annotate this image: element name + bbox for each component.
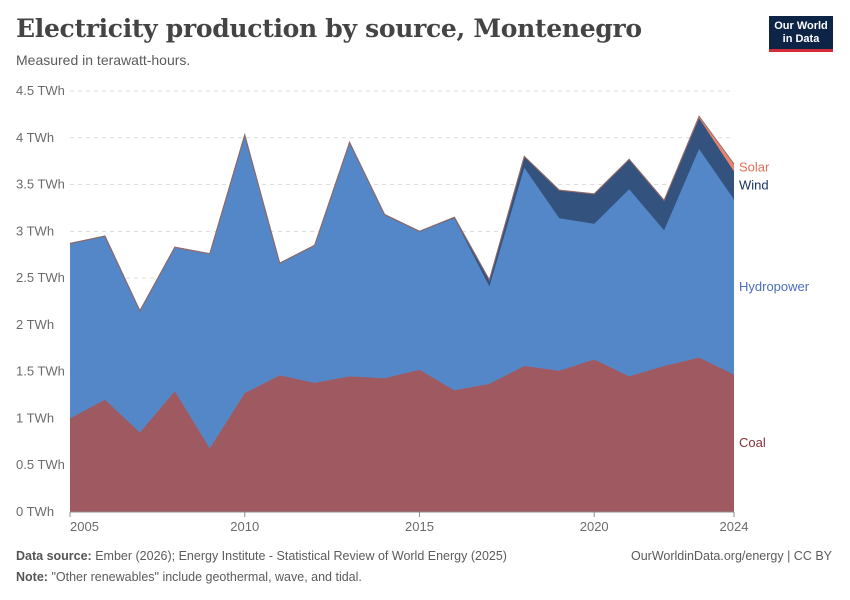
note-text: "Other renewables" include geothermal, w… — [51, 570, 362, 584]
owid-logo[interactable]: Our World in Data — [769, 16, 833, 52]
data-source: Data source: Ember (2026); Energy Instit… — [16, 549, 507, 563]
logo-line-1: Our World — [774, 20, 828, 32]
total-outline — [69, 115, 735, 312]
y-tick-label: 1 TWh — [16, 410, 54, 425]
y-tick-label: 1.5 TWh — [16, 364, 65, 379]
area-coal — [70, 357, 734, 512]
y-tick-label: 2.5 TWh — [16, 270, 65, 285]
data-source-label: Data source: — [16, 549, 92, 563]
x-tick-label: 2005 — [70, 519, 99, 534]
logo-line-2: in Data — [782, 33, 820, 45]
y-tick-label: 3 TWh — [16, 223, 54, 238]
series-label-hydropower: Hydropower — [739, 279, 810, 294]
y-tick-label: 0.5 TWh — [16, 457, 65, 472]
y-tick-label: 2 TWh — [16, 317, 54, 332]
credit-link[interactable]: OurWorldinData.org/energy | CC BY — [630, 549, 832, 563]
x-tick-label: 2010 — [230, 519, 259, 534]
y-tick-label: 3.5 TWh — [16, 177, 65, 192]
series-label-solar: Solar — [739, 160, 770, 175]
chart-note: Note: "Other renewables" include geother… — [16, 570, 362, 584]
series-label-wind: Wind — [739, 177, 769, 192]
y-tick-label: 4.5 TWh — [16, 83, 65, 98]
area-hydropower — [70, 134, 734, 449]
x-tick-label: 2024 — [720, 519, 749, 534]
y-tick-label: 4 TWh — [16, 130, 54, 145]
x-tick-label: 2015 — [405, 519, 434, 534]
area-wind — [70, 118, 734, 311]
note-label: Note: — [16, 570, 48, 584]
chart-subtitle: Measured in terawatt-hours. — [16, 52, 191, 68]
chart-title: Electricity production by source, Monten… — [16, 14, 642, 43]
series-label-coal: Coal — [739, 435, 766, 450]
data-source-text[interactable]: Ember (2026); Energy Institute - Statist… — [95, 549, 507, 563]
x-tick-label: 2020 — [580, 519, 609, 534]
y-tick-label: 0 TWh — [16, 504, 54, 519]
